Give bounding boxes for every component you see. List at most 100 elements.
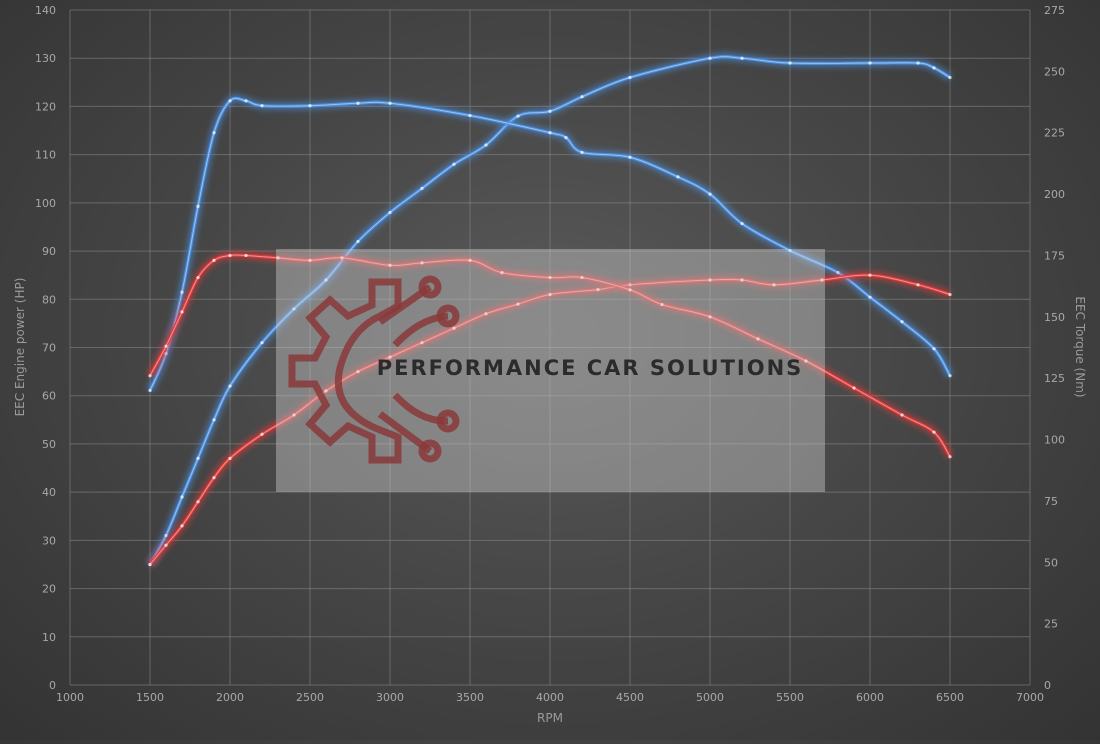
series-point — [356, 239, 360, 244]
series-point — [500, 271, 504, 275]
series-point — [212, 418, 216, 422]
series-point — [180, 290, 184, 294]
series-point — [788, 248, 792, 253]
series-point — [420, 341, 424, 345]
series-point — [244, 99, 248, 103]
series-point — [628, 288, 632, 292]
series-point — [740, 56, 744, 60]
left-tick-label: 140 — [35, 4, 56, 17]
watermark-text: PERFORMANCE CAR SOLUTIONS — [377, 356, 804, 380]
series-point — [468, 113, 472, 118]
series-2-power — [146, 271, 952, 568]
series-point — [196, 500, 200, 504]
series-point — [740, 278, 744, 282]
right-tick-label: 200 — [1044, 188, 1065, 201]
series-point — [900, 320, 904, 324]
series-point — [340, 256, 344, 260]
series-point — [180, 524, 184, 528]
series-point — [228, 253, 232, 258]
series-point — [868, 61, 872, 65]
series-point — [356, 101, 360, 105]
left-tick-label: 110 — [35, 149, 56, 162]
series-1-torque — [146, 94, 954, 393]
series-point — [932, 430, 936, 434]
series-point — [948, 455, 952, 459]
series-point — [772, 283, 776, 287]
x-tick-label: 2000 — [216, 691, 244, 704]
x-tick-label: 3000 — [376, 691, 404, 704]
axes: RPM EEC Engine power (HP) EEC Torque (Nm… — [13, 4, 1087, 725]
series-point — [420, 186, 424, 190]
series-point — [836, 271, 840, 275]
series-point — [932, 347, 936, 351]
right-tick-label: 100 — [1044, 434, 1065, 447]
left-tick-label: 90 — [42, 245, 56, 258]
series-point — [932, 66, 936, 70]
left-tick-label: 40 — [42, 486, 56, 499]
series-point — [548, 109, 552, 113]
series-point — [676, 175, 680, 179]
right-tick-label: 0 — [1044, 679, 1051, 692]
series-point — [548, 131, 552, 135]
series-point — [228, 99, 232, 103]
x-tick-label: 1500 — [136, 691, 164, 704]
series-point — [580, 150, 584, 154]
series-point — [164, 533, 168, 538]
series-point — [260, 341, 264, 345]
series-point — [468, 258, 472, 262]
series-point — [180, 310, 184, 314]
right-tick-label: 50 — [1044, 556, 1058, 569]
left-tick-label: 120 — [35, 100, 56, 113]
right-tick-label: 150 — [1044, 311, 1065, 324]
x-tick-label: 5500 — [776, 691, 804, 704]
series-point — [388, 101, 392, 105]
series-point — [820, 278, 824, 282]
series-point — [324, 278, 328, 282]
x-tick-label: 6500 — [936, 691, 964, 704]
series-point — [660, 302, 664, 307]
series-point — [548, 292, 552, 297]
left-tick-label: 130 — [35, 52, 56, 65]
series-point — [804, 359, 808, 363]
series-point — [708, 315, 712, 319]
series-point — [308, 104, 312, 108]
series-point — [244, 253, 248, 258]
series-point — [948, 75, 952, 80]
series-point — [388, 210, 392, 215]
series-point — [900, 413, 904, 417]
series-point — [212, 476, 216, 480]
series-point — [164, 543, 168, 547]
series-point — [516, 114, 520, 118]
series-point — [948, 292, 952, 297]
series-point — [628, 75, 632, 80]
x-tick-label: 5000 — [696, 691, 724, 704]
series-point — [452, 326, 456, 330]
right-tick-label: 225 — [1044, 127, 1065, 140]
series-point — [308, 258, 312, 262]
series-point — [260, 432, 264, 436]
series-point — [260, 104, 264, 108]
right-tick-label: 250 — [1044, 65, 1065, 78]
x-axis-title: RPM — [537, 711, 563, 725]
gear-circuit-logo-icon — [288, 275, 460, 464]
series-layer — [146, 52, 954, 568]
left-tick-label: 10 — [42, 631, 56, 644]
right-tick-label: 175 — [1044, 249, 1065, 262]
series-point — [388, 263, 392, 267]
series-point — [628, 155, 632, 159]
series-point — [484, 143, 488, 147]
x-tick-label: 4500 — [616, 691, 644, 704]
series-point — [852, 386, 856, 390]
series-point — [420, 261, 424, 265]
series-point — [948, 374, 952, 378]
series-point — [564, 136, 568, 140]
series-point — [916, 61, 920, 65]
series-point — [868, 273, 872, 277]
series-point — [196, 456, 200, 460]
series-point — [388, 355, 392, 359]
series-point — [148, 374, 152, 378]
series-point — [292, 307, 296, 311]
series-point — [548, 275, 552, 280]
